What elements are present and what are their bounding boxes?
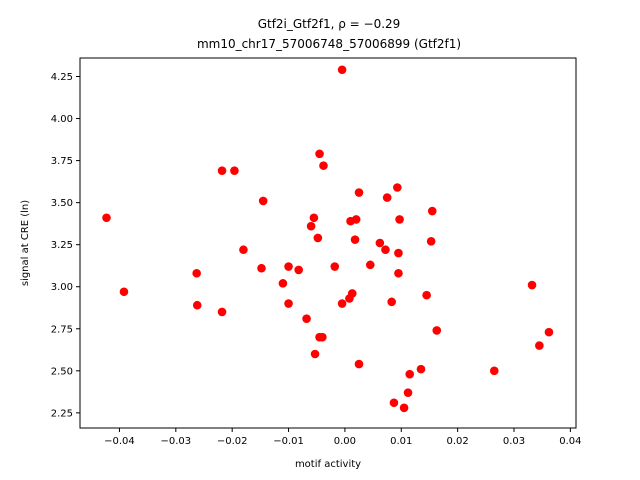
data-point <box>278 279 288 288</box>
y-tick-label: 4.25 <box>51 72 73 83</box>
data-point <box>389 398 399 408</box>
data-point <box>102 213 111 223</box>
y-tick-label: 2.75 <box>51 324 73 335</box>
data-point <box>315 149 324 159</box>
data-point <box>217 307 227 317</box>
data-point <box>257 263 266 273</box>
x-tick-label: −0.02 <box>217 436 248 447</box>
data-point <box>310 349 320 359</box>
y-tick-label: 3.00 <box>51 282 73 293</box>
data-point <box>354 359 364 369</box>
x-tick-label: −0.01 <box>273 436 304 447</box>
y-tick-label: 3.25 <box>51 240 73 251</box>
data-point <box>313 233 323 243</box>
data-point <box>422 290 431 300</box>
data-point <box>119 287 129 297</box>
data-point <box>330 262 340 271</box>
data-point <box>347 289 357 298</box>
data-point <box>192 268 201 278</box>
x-tick-label: 0.03 <box>503 436 525 447</box>
data-point <box>427 206 437 216</box>
data-point <box>306 221 316 231</box>
data-point <box>294 265 303 275</box>
x-tick-label: 0.00 <box>334 436 356 447</box>
data-point <box>217 166 227 175</box>
x-tick-label: −0.03 <box>160 436 191 447</box>
y-tick-label: 3.75 <box>51 156 73 167</box>
data-point <box>351 215 361 224</box>
data-point <box>399 403 409 413</box>
data-point <box>239 245 248 255</box>
y-tick-label: 2.50 <box>51 366 73 377</box>
data-point <box>192 300 202 310</box>
chart-title-line1: Gtf2i_Gtf2f1, ρ = −0.29 <box>258 17 401 31</box>
data-point <box>309 213 319 223</box>
data-point <box>544 327 554 337</box>
data-point <box>527 280 537 290</box>
data-point <box>381 245 390 255</box>
data-point <box>375 238 385 248</box>
x-tick-label: 0.02 <box>447 436 469 447</box>
x-tick-label: 0.01 <box>390 436 412 447</box>
data-point <box>302 314 311 323</box>
y-tick-label: 2.25 <box>51 408 73 419</box>
data-point <box>535 341 544 350</box>
y-axis-ticks: 2.25 2.50 2.75 3.00 3.25 3.50 3.75 4.00 4.25 <box>51 72 80 419</box>
data-point <box>432 326 442 335</box>
x-axis-label: motif activity <box>295 459 361 470</box>
data-points <box>102 65 554 413</box>
data-point <box>395 215 404 224</box>
data-point <box>405 369 415 379</box>
data-point <box>387 297 396 307</box>
data-point <box>393 183 402 192</box>
x-tick-label: 0.04 <box>559 436 581 447</box>
data-point <box>284 299 293 308</box>
data-point <box>318 332 327 342</box>
data-point <box>416 364 426 374</box>
data-point <box>337 65 347 75</box>
y-tick-label: 4.00 <box>51 114 73 125</box>
x-tick-label: −0.04 <box>104 436 135 447</box>
data-point <box>284 262 293 271</box>
data-point <box>365 260 375 270</box>
data-point <box>489 366 499 376</box>
data-point <box>382 193 392 202</box>
y-axis-label: signal at CRE (ln) <box>20 200 31 286</box>
data-point <box>394 248 403 258</box>
data-point <box>394 268 403 278</box>
data-point <box>319 161 328 170</box>
data-point <box>350 235 360 244</box>
chart-title-line2: mm10_chr17_57006748_57006899 (Gtf2f1) <box>197 37 461 51</box>
data-point <box>230 166 239 175</box>
data-point <box>403 388 413 397</box>
plot-frame <box>79 57 577 429</box>
data-point <box>354 188 364 197</box>
data-point <box>258 196 268 206</box>
y-tick-label: 3.50 <box>51 198 73 209</box>
data-point <box>337 299 347 308</box>
data-point <box>426 237 436 246</box>
x-axis-ticks: −0.04 −0.03 −0.02 −0.01 0.00 0.01 0.02 0.03 0.04 <box>104 428 581 447</box>
